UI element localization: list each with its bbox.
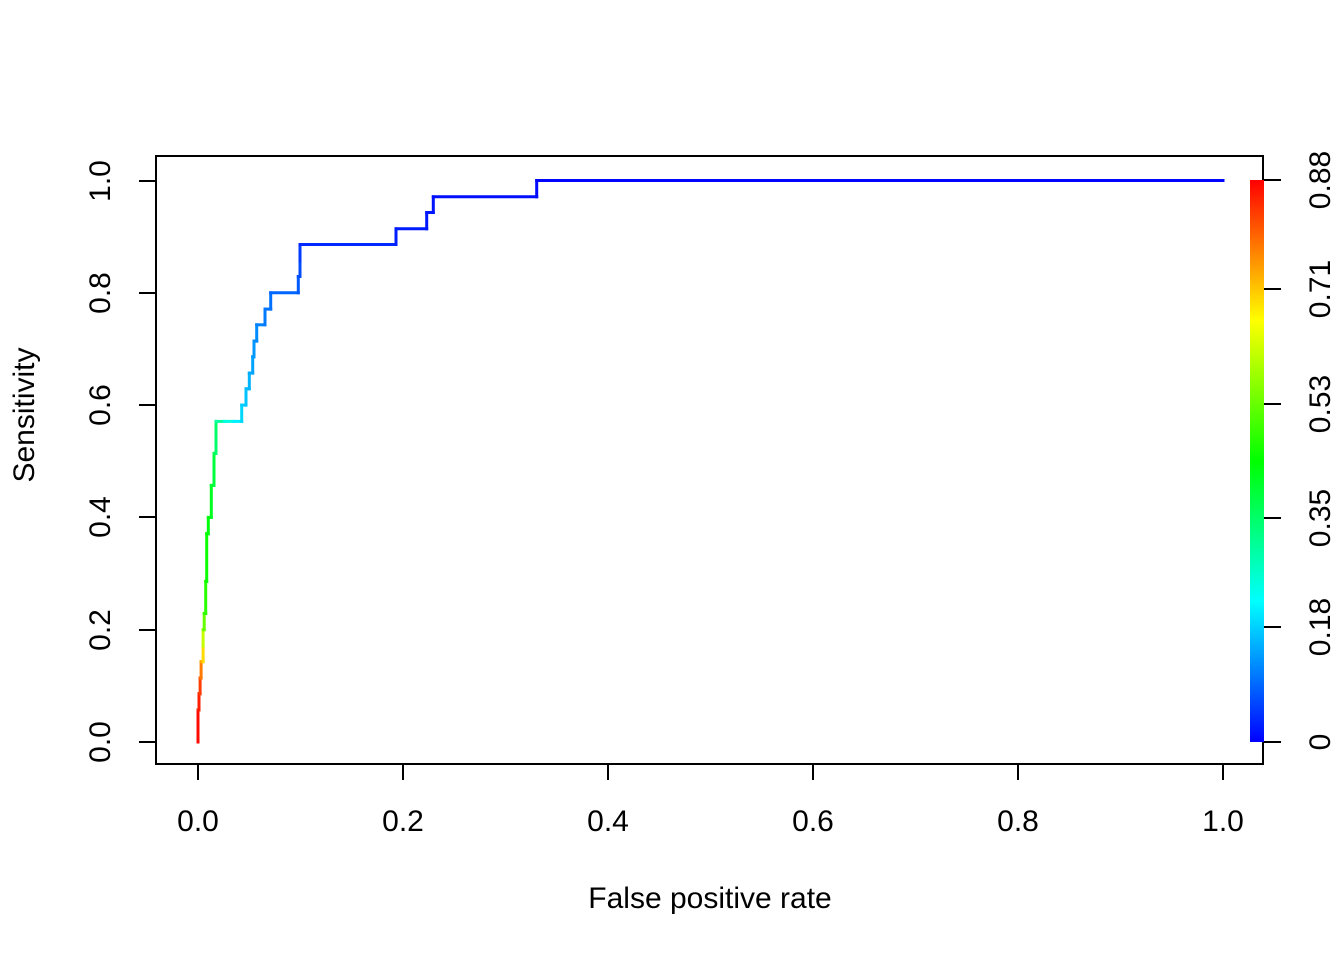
x-axis-tick-label: 0.2 bbox=[382, 805, 424, 838]
x-axis-tick-label: 0.8 bbox=[997, 805, 1039, 838]
colorbar-tick-label: 0.71 bbox=[1304, 259, 1337, 318]
colorbar-tick bbox=[1264, 402, 1281, 405]
x-axis-tick-label: 0.4 bbox=[587, 805, 629, 838]
x-axis-tick bbox=[1017, 765, 1019, 780]
colorbar-tick bbox=[1264, 626, 1281, 629]
y-axis-tick bbox=[139, 179, 155, 182]
colorbar-tick bbox=[1264, 179, 1281, 181]
x-axis-tick bbox=[197, 765, 199, 780]
colorbar-tick bbox=[1264, 741, 1281, 743]
y-axis-tick-label: 0.4 bbox=[84, 496, 117, 539]
y-axis-tick-label: 0.6 bbox=[84, 384, 117, 426]
colorbar-tick bbox=[1264, 517, 1281, 520]
y-axis-tick bbox=[139, 291, 155, 294]
colorbar-tick-label: 0.53 bbox=[1304, 374, 1337, 433]
colorbar-tick-label: 0.88 bbox=[1304, 150, 1337, 210]
colorbar-tick-label: 0.18 bbox=[1304, 597, 1337, 657]
x-axis-tick-label: 0.0 bbox=[177, 805, 219, 838]
y-axis-tick-label: 0.0 bbox=[84, 721, 117, 763]
y-axis-tick bbox=[139, 516, 155, 519]
colorbar-tick-label: 0.35 bbox=[1304, 489, 1337, 548]
x-axis-tick bbox=[812, 765, 814, 780]
x-axis-tick bbox=[1222, 765, 1224, 780]
y-axis-tick-label: 1.0 bbox=[84, 159, 117, 202]
colorbar-gradient bbox=[1250, 180, 1264, 742]
y-axis-tick bbox=[139, 741, 155, 743]
y-axis-tick bbox=[139, 404, 155, 407]
colorbar-tick bbox=[1264, 287, 1281, 290]
y-axis-tick-label: 0.8 bbox=[84, 271, 117, 314]
x-axis-tick-label: 0.6 bbox=[792, 805, 834, 838]
y-axis-tick bbox=[139, 628, 155, 631]
x-axis-tick bbox=[402, 765, 404, 780]
x-axis-title: False positive rate bbox=[588, 882, 832, 915]
y-axis-tick-label: 0.2 bbox=[84, 608, 117, 651]
x-axis-tick bbox=[607, 765, 609, 780]
colorbar-tick-label: 0 bbox=[1304, 733, 1337, 751]
y-axis-title: Sensitivity bbox=[8, 347, 41, 483]
x-axis-tick-label: 1.0 bbox=[1202, 805, 1244, 838]
